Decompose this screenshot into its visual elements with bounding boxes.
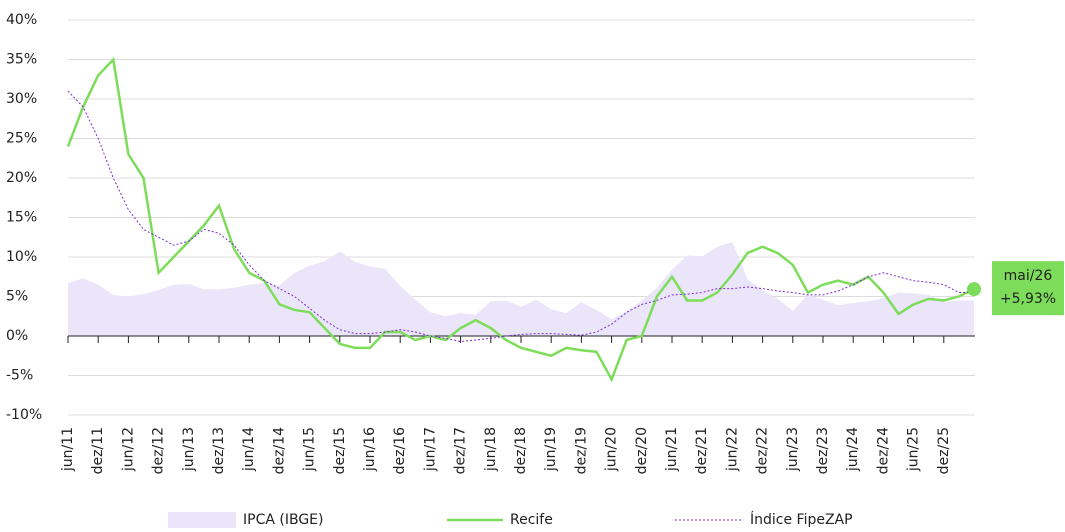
x-tick-label: jun/23 — [785, 427, 801, 472]
x-tick-label: dez/21 — [694, 427, 710, 474]
x-tick-label: dez/12 — [151, 427, 167, 474]
x-tick-label: dez/13 — [211, 427, 227, 474]
y-tick-label: 5% — [6, 289, 28, 305]
x-tick-label: dez/14 — [271, 427, 287, 474]
x-tick-label: dez/20 — [634, 427, 650, 474]
x-tick-label: dez/17 — [453, 427, 469, 474]
end-label-value: +5,93% — [1000, 291, 1056, 307]
y-tick-label: 25% — [6, 131, 37, 147]
x-tick-label: jun/11 — [60, 427, 76, 472]
y-tick-label: -5% — [6, 368, 33, 384]
y-tick-label: 10% — [6, 249, 37, 265]
legend-swatch — [168, 512, 236, 528]
x-tick-label: jun/24 — [845, 427, 861, 472]
x-tick-label: dez/11 — [90, 427, 106, 474]
y-tick-label: 15% — [6, 210, 37, 226]
line — [67, 90, 974, 343]
y-tick-label: 20% — [6, 170, 37, 186]
x-tick-label: jun/25 — [906, 427, 922, 472]
x-tick-label: dez/15 — [332, 427, 348, 474]
x-tick-label: jun/17 — [422, 427, 438, 472]
area — [68, 241, 974, 336]
x-tick-label: jun/22 — [724, 427, 740, 472]
x-tick-label: jun/19 — [543, 427, 559, 472]
x-tick-label: dez/22 — [755, 427, 771, 474]
line — [66, 56, 975, 383]
x-tick-label: jun/12 — [120, 427, 136, 472]
x-tick-label: jun/20 — [604, 427, 620, 472]
end-point — [967, 282, 981, 297]
x-tick-label: dez/25 — [936, 427, 952, 474]
end-label-box — [992, 261, 1064, 316]
x-tick-label: dez/23 — [815, 427, 831, 474]
x-tick-label: dez/19 — [573, 427, 589, 474]
x-tick-label: jun/14 — [241, 427, 257, 472]
x-tick-label: dez/18 — [513, 427, 529, 474]
end-label: mai/26 — [1004, 268, 1053, 284]
x-tick-label: jun/15 — [302, 427, 318, 472]
y-tick-label: -10% — [6, 407, 42, 423]
legend-label: Índice FipeZAP — [750, 511, 853, 528]
y-tick-label: 40% — [6, 12, 37, 28]
y-tick-label: 30% — [6, 91, 37, 107]
x-tick-label: jun/13 — [181, 427, 197, 472]
x-tick-label: jun/21 — [664, 427, 680, 472]
x-tick-label: dez/24 — [875, 427, 891, 474]
x-tick-label: jun/16 — [362, 427, 378, 472]
legend-label: Recife — [510, 512, 553, 528]
y-tick-label: 35% — [6, 52, 37, 68]
legend-label: IPCA (IBGE) — [243, 512, 323, 528]
x-tick-label: jun/18 — [483, 427, 499, 472]
y-tick-label: 0% — [6, 328, 28, 344]
x-tick-label: dez/16 — [392, 427, 408, 474]
